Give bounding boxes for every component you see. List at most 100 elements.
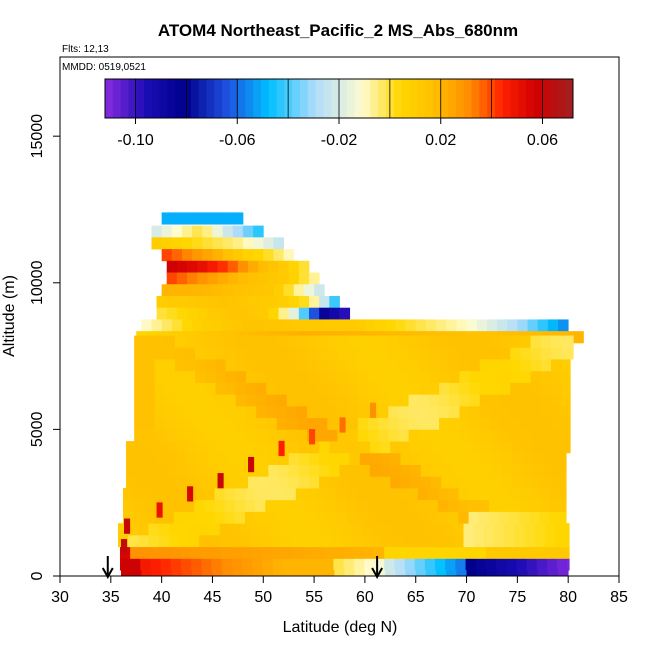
heatmap-cell: [176, 272, 188, 285]
heatmap-cell: [176, 307, 188, 320]
heatmap-cell: [390, 476, 401, 489]
heatmap-cell: [273, 237, 284, 250]
heatmap-cell: [319, 476, 330, 489]
heatmap-cell: [146, 441, 157, 454]
heatmap-cell: [300, 523, 312, 536]
heatmap-cell: [369, 452, 381, 465]
heatmap-cell: [143, 499, 154, 512]
heatmap-cell: [561, 405, 571, 419]
heatmap-cell: [126, 476, 137, 489]
heatmap-cell: [298, 307, 310, 320]
heatmap-cell: [295, 488, 307, 501]
heatmap-cell: [509, 488, 520, 501]
heatmap-cell: [542, 441, 554, 454]
heatmap-cell: [439, 359, 450, 372]
heatmap-cell: [428, 394, 440, 407]
heatmap-cell: [202, 249, 213, 262]
heatmap-cell: [134, 405, 145, 419]
heatmap-cell: [217, 295, 229, 309]
heatmap-cell: [255, 488, 266, 501]
heatmap-cell: [428, 335, 440, 348]
heatmap-cell: [547, 319, 559, 332]
heatmap-cell: [207, 476, 218, 489]
heatmap-cell: [185, 347, 196, 360]
heatmap-cell: [252, 558, 263, 571]
heatmap-cell: [317, 405, 328, 419]
heatmap-cell: [212, 284, 224, 297]
colorbar-segment: [183, 79, 192, 118]
heatmap-cell: [303, 284, 315, 297]
heatmap-cell: [392, 523, 403, 536]
heatmap-cell: [453, 534, 464, 548]
heatmap-cell: [380, 452, 391, 465]
heatmap-cell: [319, 307, 330, 320]
heatmap-cell: [478, 511, 490, 524]
heatmap-cell: [451, 452, 462, 465]
heatmap-cell: [369, 402, 377, 418]
heatmap-cell: [212, 570, 224, 576]
heatmap-cell: [489, 347, 501, 360]
heatmap-cell: [374, 558, 385, 571]
heatmap-cell: [185, 382, 196, 395]
heatmap-cell: [133, 488, 144, 501]
heatmap-cell: [398, 405, 410, 419]
colorbar-segment: [479, 79, 488, 118]
heatmap-cell: [459, 370, 470, 383]
heatmap-cell: [337, 359, 349, 372]
heatmap-cell: [439, 394, 450, 407]
heatmap-cell: [479, 405, 491, 419]
heatmap-cell: [319, 295, 330, 309]
chart-title: ATOM4 Northeast_Pacific_2 MS_Abs_680nm: [158, 21, 518, 40]
colorbar-segment: [362, 79, 371, 118]
heatmap-cell: [171, 237, 183, 250]
heatmap-cell: [510, 394, 521, 407]
heatmap-cell: [237, 272, 249, 285]
heatmap-cell: [439, 429, 450, 442]
heatmap-cell: [235, 347, 247, 360]
heatmap-cell: [563, 441, 571, 454]
heatmap-cell: [232, 249, 244, 262]
heatmap-cell: [317, 382, 328, 395]
heatmap-cell: [357, 335, 369, 348]
heatmap-cell: [500, 370, 511, 383]
heatmap-cell: [327, 405, 338, 419]
x-tick-label: 45: [204, 589, 222, 606]
heatmap-cell: [367, 417, 379, 430]
heatmap-cell: [217, 452, 229, 465]
heatmap-cell: [369, 441, 381, 454]
heatmap-cell: [397, 499, 408, 512]
heatmap-cell: [488, 511, 500, 524]
heatmap-cell: [237, 476, 249, 489]
heatmap-cell: [509, 499, 520, 512]
heatmap-cell: [418, 417, 430, 430]
heatmap-cell: [303, 570, 315, 576]
colorbar-segment: [167, 79, 176, 118]
heatmap-cell: [388, 417, 399, 430]
heatmap-cell: [323, 546, 334, 559]
heatmap-cell: [489, 370, 501, 383]
heatmap-cell: [519, 511, 530, 524]
colorbar-segment: [237, 79, 246, 118]
heatmap-cell: [319, 441, 330, 454]
heatmap-cell: [507, 319, 518, 332]
heatmap-cell: [181, 212, 193, 225]
heatmap-cell: [380, 464, 391, 477]
heatmap-cell: [266, 335, 277, 348]
heatmap-cell: [225, 429, 237, 442]
heatmap-cell: [205, 370, 216, 383]
heatmap-cell: [388, 394, 399, 407]
heatmap-cell: [563, 452, 567, 465]
heatmap-cell: [235, 370, 247, 383]
colorbar-segment: [456, 79, 465, 118]
heatmap-cell: [395, 570, 406, 576]
heatmap-cell: [205, 359, 216, 372]
heatmap-cell: [154, 417, 166, 430]
heatmap-cell: [468, 488, 480, 501]
heatmap-cell: [571, 347, 574, 360]
heatmap-cell: [378, 335, 389, 348]
heatmap-cell: [123, 499, 134, 512]
heatmap-cell: [331, 534, 342, 548]
heatmap-cell: [232, 237, 244, 250]
heatmap-cell: [268, 476, 279, 489]
heatmap-cell: [510, 417, 521, 430]
